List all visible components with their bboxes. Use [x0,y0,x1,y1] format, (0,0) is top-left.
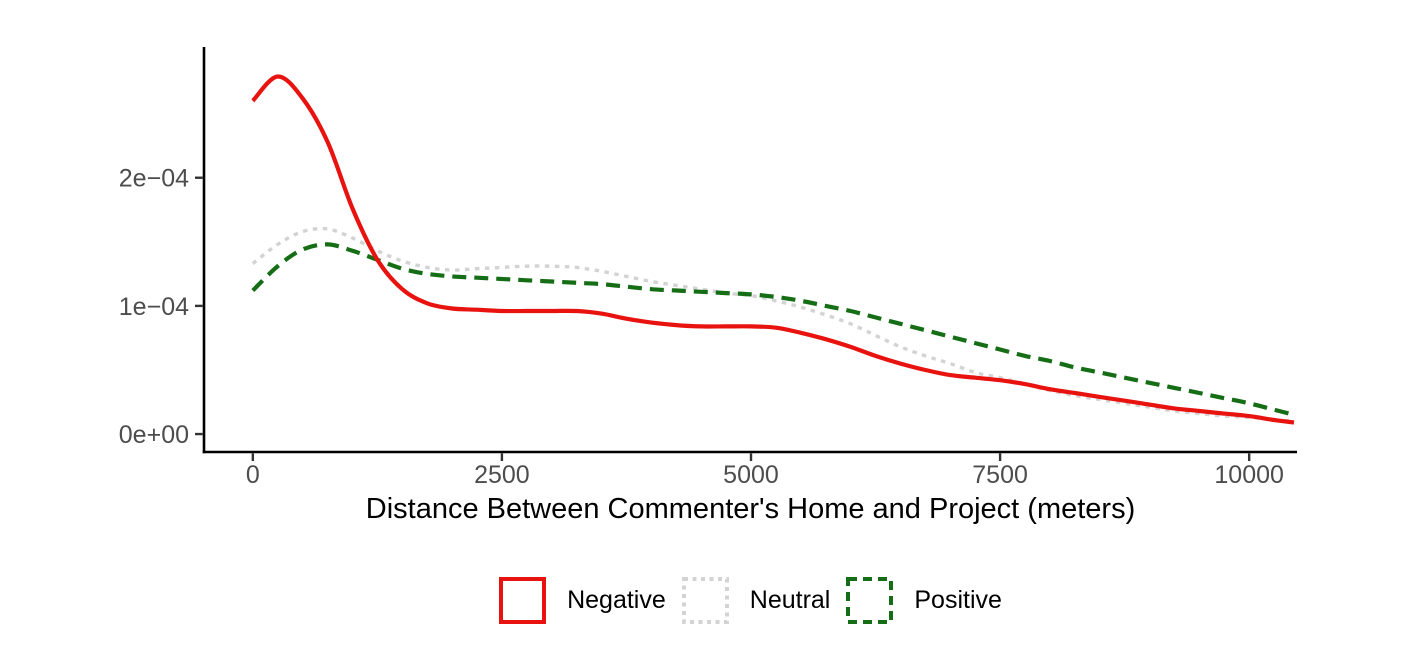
curve-neutral [251,226,1295,423]
x-tick-label: 10000 [1214,461,1284,489]
curve-negative [251,74,1295,425]
legend-item-neutral: Neutral [681,576,831,624]
y-tick-label: 1e−04 [119,293,189,321]
x-tick-label: 7500 [972,461,1028,489]
x-tick-label: 0 [246,461,260,489]
x-tick-label: 2500 [474,461,530,489]
y-tick-label: 0e+00 [119,421,189,449]
legend-label-negative: Negative [567,585,666,614]
negative-key-icon [499,576,547,624]
positive-key-icon [846,576,894,624]
y-tick-label: 2e−04 [119,165,189,193]
x-tick-label: 5000 [723,461,779,489]
legend-item-positive: Positive [846,576,1002,624]
legend-label-positive: Positive [914,585,1002,614]
legend-item-negative: Negative [499,576,666,624]
x-axis-title: Distance Between Commenter's Home and Pr… [365,493,1136,525]
curve-positive [251,242,1295,417]
legend-label-neutral: Neutral [749,585,831,614]
legend: Negative Neutral Positive [204,576,1297,624]
neutral-key-icon [681,576,729,624]
